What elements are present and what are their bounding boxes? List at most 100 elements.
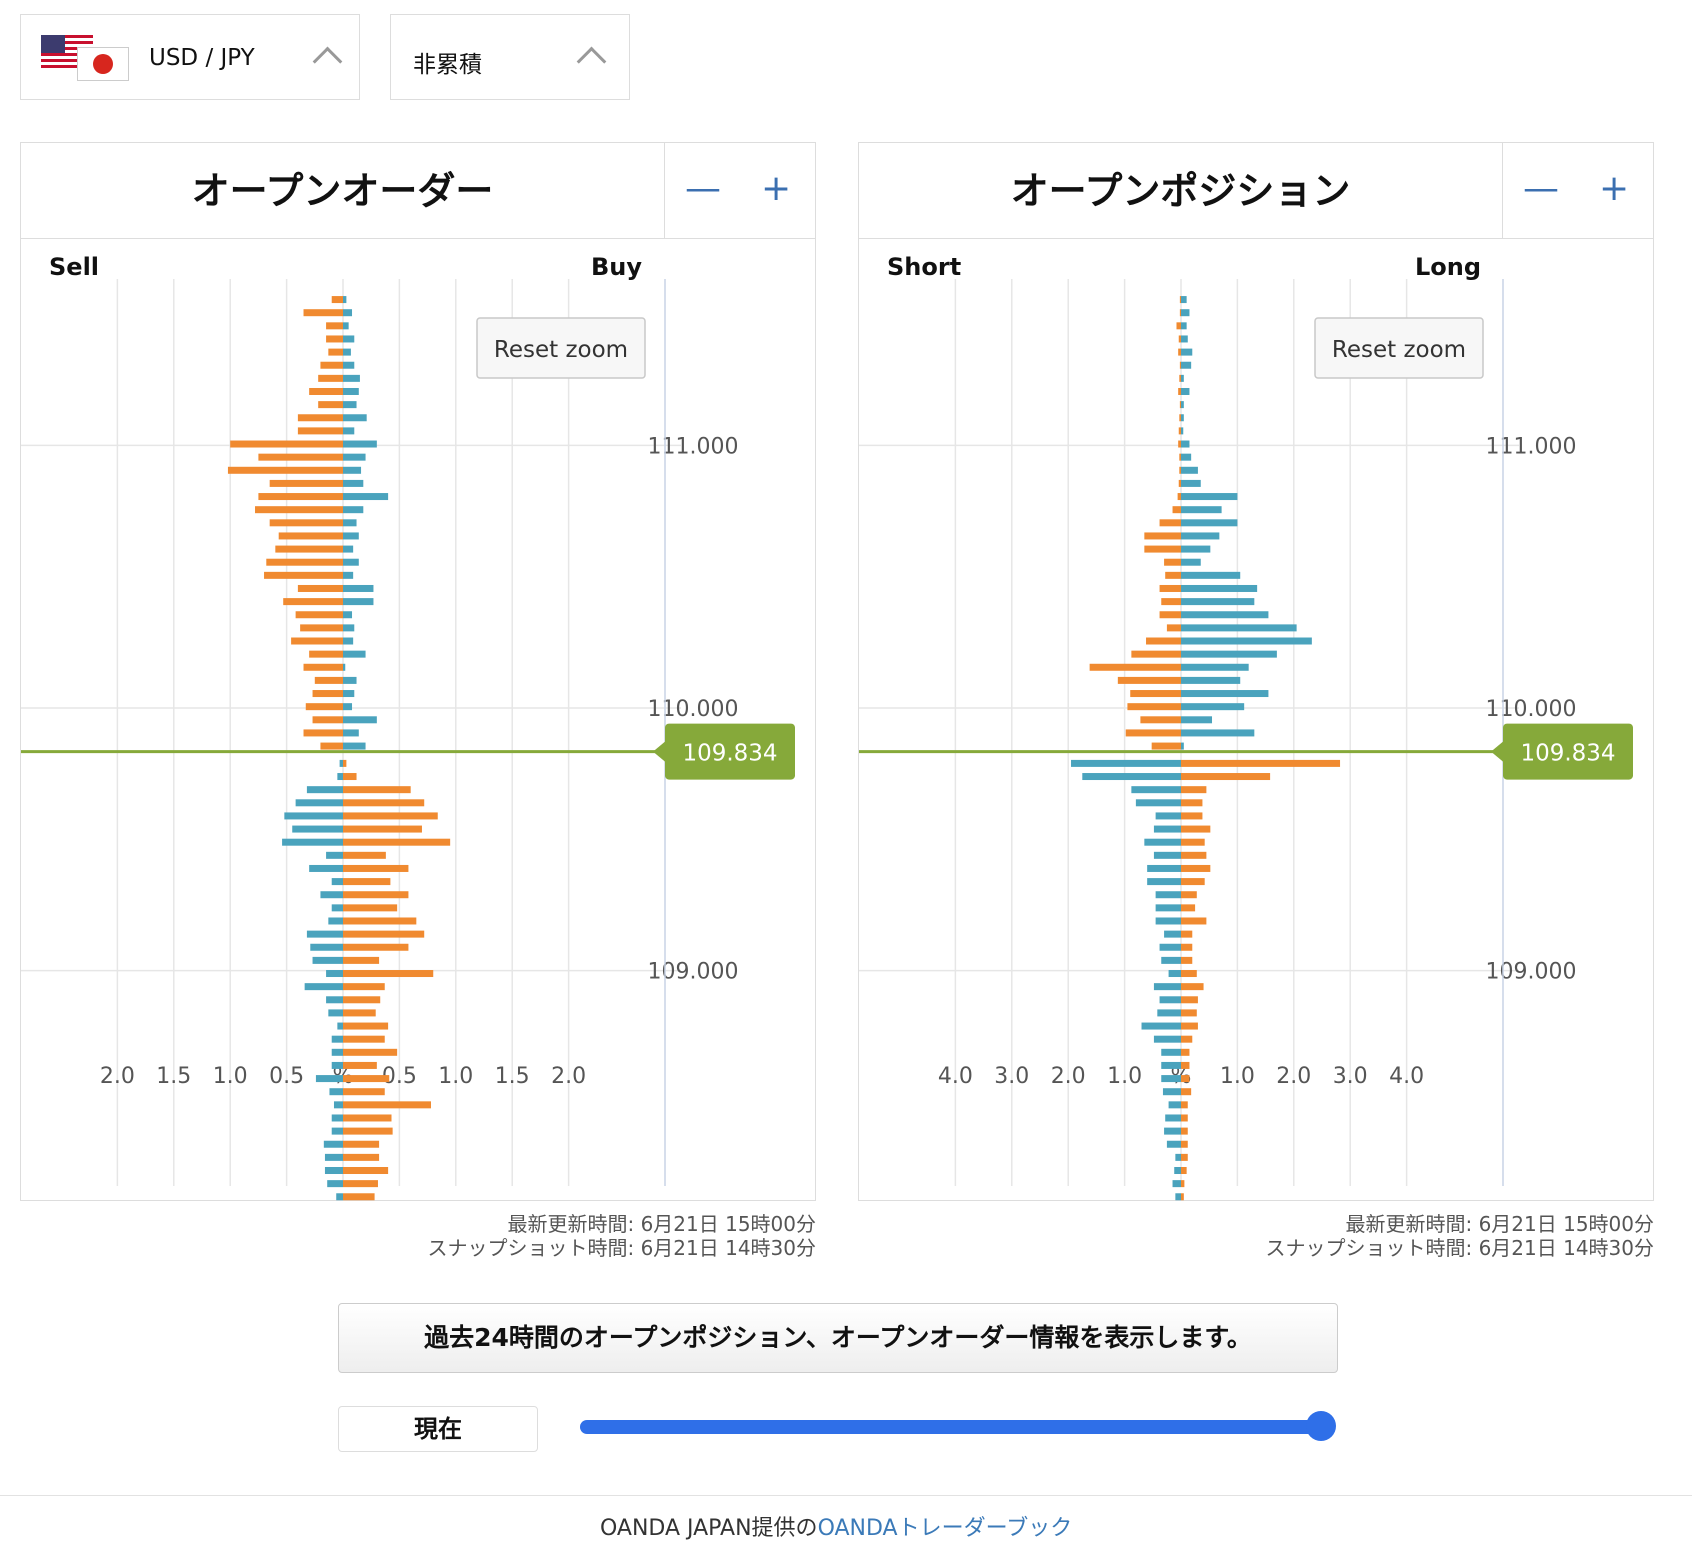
x-tick-label: 2.0 [100, 1064, 135, 1089]
right-bar [343, 374, 360, 382]
mode-selector[interactable]: 非累積 [390, 14, 630, 100]
trader-book-link[interactable]: OANDAトレーダーブック [817, 1516, 1073, 1541]
x-tick-label: 2.0 [1051, 1064, 1086, 1089]
right-bar [343, 440, 377, 448]
zoom-out-button[interactable]: — [1523, 168, 1559, 209]
left-bar [1141, 1022, 1181, 1030]
right-bar [1181, 584, 1258, 592]
zoom-out-button[interactable]: — [685, 168, 721, 209]
right-bar [1181, 1140, 1188, 1148]
left-bar [1155, 904, 1181, 912]
right-bar [343, 296, 347, 304]
currency-pair-selector[interactable]: USD / JPY [20, 14, 360, 100]
left-bar [337, 1022, 343, 1030]
right-bar [343, 1193, 375, 1201]
left-bar [1168, 1101, 1181, 1109]
open-positions-chart[interactable]: 4.03.02.01.0%1.02.03.04.0111.000110.0001… [859, 143, 1655, 1202]
left-bar [309, 864, 343, 872]
zoom-controls: — + [665, 143, 815, 239]
left-bar [1153, 983, 1181, 991]
left-bar [1155, 891, 1181, 899]
left-bar [269, 519, 343, 527]
right-bar [343, 493, 389, 501]
left-bar [318, 401, 343, 409]
left-bar [312, 956, 343, 964]
right-bar [343, 1101, 431, 1109]
left-bar [1178, 427, 1181, 435]
left-bar [230, 440, 343, 448]
right-bar [343, 545, 354, 553]
left-bar [1164, 558, 1181, 566]
left-bar [264, 571, 343, 579]
current-price-pointer [653, 741, 665, 762]
right-bar [343, 637, 354, 645]
current-time-button[interactable]: 現在 [338, 1406, 538, 1452]
buy-label: Buy [591, 253, 643, 281]
chevron-up-icon [312, 46, 343, 77]
right-bar [1181, 309, 1190, 317]
right-bar [1181, 453, 1192, 461]
right-bar [1181, 690, 1269, 698]
left-bar [1179, 296, 1181, 304]
show-24h-history-button[interactable]: 過去24時間のオープンポジション、オープンオーダー情報を表示します。 [338, 1303, 1338, 1373]
reset-zoom-box[interactable] [476, 317, 646, 379]
right-bar [343, 650, 366, 658]
y-tick-label: 110.000 [648, 697, 739, 722]
left-bar [1147, 878, 1181, 886]
right-bar [343, 878, 391, 886]
right-bar [343, 864, 409, 872]
left-bar [275, 545, 343, 553]
left-bar [305, 703, 343, 711]
right-bar [343, 838, 451, 846]
time-slider-thumb[interactable] [1306, 1411, 1336, 1441]
right-bar [343, 930, 425, 938]
left-bar [1151, 742, 1181, 750]
right-bar [1181, 759, 1341, 767]
y-tick-label: 109.000 [648, 960, 739, 985]
left-bar [1161, 1048, 1181, 1056]
left-bar [331, 1114, 343, 1122]
right-bar [1181, 348, 1193, 356]
left-bar [1161, 598, 1181, 606]
reset-zoom-button[interactable]: Reset zoom [1314, 317, 1484, 379]
right-bar [1181, 1009, 1197, 1017]
japan-flag-icon [77, 47, 129, 81]
left-bar [1153, 851, 1181, 859]
zoom-in-button[interactable]: + [1599, 168, 1630, 209]
right-bar [1181, 440, 1190, 448]
reset-zoom-label[interactable]: Reset zoom [494, 337, 628, 363]
reset-zoom-box[interactable] [1314, 317, 1484, 379]
left-bar [284, 812, 343, 820]
snapshot-time: スナップショット時間: 6月21日 14時30分 [1265, 1236, 1654, 1260]
reset-zoom-label[interactable]: Reset zoom [1332, 337, 1466, 363]
left-bar [1157, 1009, 1181, 1017]
left-bar [320, 361, 343, 369]
left-bar [1176, 322, 1181, 330]
right-bar [1181, 1101, 1188, 1109]
left-bar [1131, 786, 1181, 794]
right-bar [1181, 1088, 1192, 1096]
zoom-in-button[interactable]: + [761, 168, 792, 209]
left-bar [1164, 1127, 1181, 1135]
right-bar [343, 904, 398, 912]
x-tick-label: 2.0 [1276, 1064, 1311, 1089]
left-bar [300, 624, 343, 632]
open-orders-chart[interactable]: 2.01.51.00.5%0.51.01.52.0111.000110.0001… [21, 143, 817, 1202]
left-bar [1179, 309, 1181, 317]
right-bar [1181, 598, 1255, 606]
time-slider-track[interactable] [580, 1420, 1320, 1434]
right-bar [1181, 1167, 1187, 1175]
left-bar [331, 296, 343, 304]
right-bar [343, 742, 366, 750]
left-bar [1155, 812, 1181, 820]
left-bar [304, 983, 343, 991]
right-bar [1181, 506, 1222, 514]
left-bar [312, 690, 343, 698]
open-positions-title: オープンポジション [859, 143, 1503, 239]
right-bar [343, 676, 357, 684]
right-bar [343, 851, 386, 859]
reset-zoom-button[interactable]: Reset zoom [476, 317, 646, 379]
current-price-tag [1503, 723, 1633, 780]
left-bar [1159, 943, 1181, 951]
right-bar [1181, 571, 1241, 579]
